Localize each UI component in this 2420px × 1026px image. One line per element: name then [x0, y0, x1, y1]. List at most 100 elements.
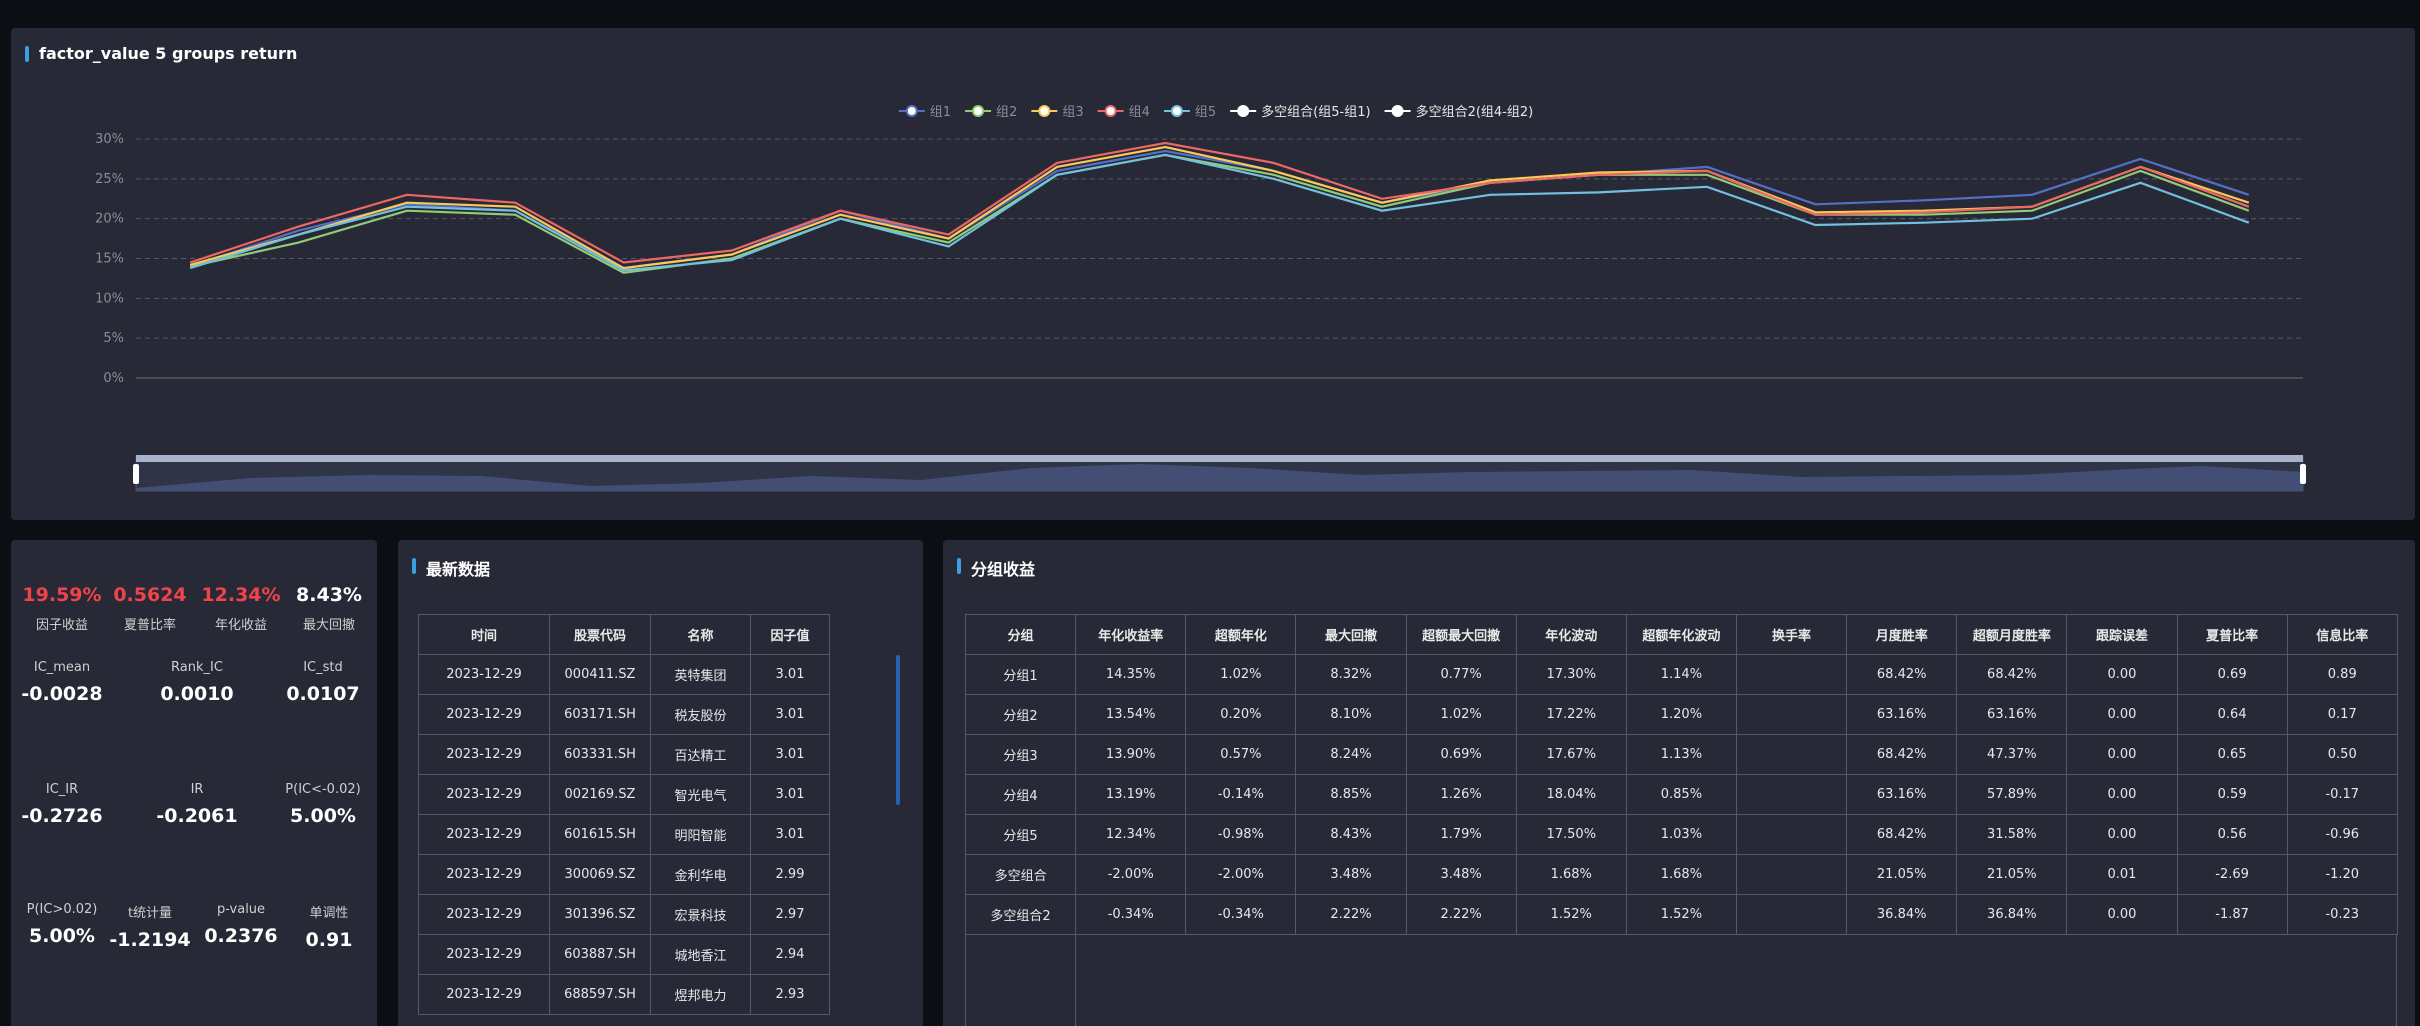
cell: -2.00%: [1185, 854, 1297, 895]
cell: 8.85%: [1295, 774, 1407, 815]
cell: [1735, 654, 1848, 695]
header-cell: 年化波动: [1515, 614, 1627, 655]
legend-item[interactable]: 组3: [1031, 105, 1084, 120]
row: 2023-12-29 601615.SH 明阳智能 3.01: [418, 814, 911, 855]
cell: 明阳智能: [650, 814, 751, 855]
legend-label: 组4: [1129, 105, 1150, 120]
stat-label: 最大回撤: [302, 618, 356, 633]
cell: 分组1: [964, 654, 1077, 695]
cell: 12.34%: [1075, 814, 1187, 855]
scrollbar[interactable]: [896, 655, 900, 805]
legend-item[interactable]: 组5: [1163, 105, 1216, 120]
cell: 63.16%: [1956, 694, 2068, 735]
cell: 13.19%: [1075, 774, 1187, 815]
cell: 17.22%: [1515, 694, 1627, 735]
cell: [1735, 774, 1848, 815]
cell: 603887.SH: [549, 934, 651, 975]
cell: 601615.SH: [549, 814, 651, 855]
cell: 1.14%: [1625, 654, 1737, 695]
cell: 000411.SZ: [549, 654, 651, 695]
legend-item[interactable]: 组4: [1097, 105, 1150, 120]
legend-item[interactable]: 组2: [965, 105, 1017, 120]
y-tick-label: 10%: [95, 291, 124, 306]
legend-label: 多空组合(组5-组1): [1261, 104, 1370, 120]
stat-value: 19.59%: [22, 584, 102, 606]
cell: 2023-12-29: [418, 814, 550, 855]
cell: 2023-12-29: [418, 734, 550, 775]
cell: 智光电气: [650, 774, 751, 815]
cell: -1.20: [2286, 854, 2398, 895]
cell: 0.85%: [1625, 774, 1737, 815]
cell: 0.64: [2176, 694, 2288, 735]
cell: 0.17: [2286, 694, 2398, 735]
cell: 煜邦电力: [650, 974, 751, 1015]
stat-label: 夏普比率: [123, 618, 177, 633]
groups-table: 分组 年化收益率 超额年化 最大回撤 超额最大回撤 年化波动 超额年化波动 换手率 月度胜率 超额…: [964, 614, 2398, 935]
cell: 0.65: [2176, 734, 2288, 775]
stat: Rank_IC 0.0010: [160, 660, 233, 705]
cell: 0.01: [2066, 854, 2178, 895]
stat-label: t统计量: [127, 906, 173, 921]
row: 2023-12-29 603171.SH 税友股份 3.01: [418, 694, 911, 735]
latest-panel: 最新数据 时间 股票代码 名称 因子值 2023-12-29 000411.SZ 英特集团 3…: [398, 540, 923, 1026]
legend-label: 组1: [930, 105, 951, 120]
filler: [830, 615, 911, 655]
chart: 0% 5% 10% 15% 20% 25% 30% 组1 组2 组3 组4 组5 多空组合(组5-组1)…: [95, 104, 2306, 492]
cell: 3.48%: [1295, 854, 1407, 895]
row: 分组5 12.34% -0.98% 8.43% 1.79% 17.50% 1.03% 68.4…: [964, 814, 2398, 855]
filler: [830, 815, 911, 855]
cell: -0.96: [2286, 814, 2398, 855]
zoom-handle[interactable]: [2300, 464, 2306, 484]
stat: IR -0.2061: [156, 782, 237, 827]
cell: 8.24%: [1295, 734, 1407, 775]
stat: p-value 0.2376: [204, 902, 277, 947]
legend-item[interactable]: 组1: [898, 105, 951, 120]
cell: 0.57%: [1185, 734, 1297, 775]
cell: 3.01: [750, 654, 830, 695]
cell: 47.37%: [1956, 734, 2068, 775]
cell: 17.30%: [1515, 654, 1627, 695]
cell: 1.52%: [1625, 894, 1737, 935]
cell: [1735, 814, 1848, 855]
stat-label: IC_mean: [33, 660, 91, 675]
cell: 金利华电: [650, 854, 751, 895]
cell: 2023-12-29: [418, 774, 550, 815]
row: 2023-12-29 002169.SZ 智光电气 3.01: [418, 774, 911, 815]
cell: 603171.SH: [549, 694, 651, 735]
header-cell: 名称: [650, 614, 751, 655]
cell: [1735, 854, 1848, 895]
stat-value: 5.00%: [29, 925, 95, 947]
cell: -0.34%: [1185, 894, 1297, 935]
y-tick-label: 30%: [95, 132, 124, 147]
row: 多空组合 -2.00% -2.00% 3.48% 3.48% 1.68% 1.68% 21.0…: [964, 854, 2398, 895]
legend-item[interactable]: 多空组合2(组4-组2): [1384, 104, 1534, 120]
cell: -2.00%: [1075, 854, 1187, 895]
stat-label: Rank_IC: [171, 660, 223, 675]
zoom-handle[interactable]: [133, 464, 139, 484]
legend-icon: [1038, 105, 1051, 117]
stat-label: IC_IR: [45, 782, 79, 797]
cell: 8.32%: [1295, 654, 1407, 695]
cell: 68.42%: [1956, 654, 2068, 695]
header-cell: 超额月度胜率: [1956, 614, 2068, 655]
row: 2023-12-29 300069.SZ 金利华电 2.99: [418, 854, 911, 895]
cell: 1.02%: [1405, 694, 1517, 735]
cell: 68.42%: [1846, 734, 1958, 775]
cell: 21.05%: [1956, 854, 2068, 895]
legend-label: 多空组合2(组4-组2): [1416, 104, 1534, 120]
zoom-bar: [136, 455, 2303, 462]
cell: 0.69: [2176, 654, 2288, 695]
legend-icon: [1104, 105, 1117, 117]
filler: [830, 975, 911, 1015]
legend-item[interactable]: 多空组合(组5-组1): [1230, 104, 1371, 120]
stat: 19.59% 因子收益: [22, 584, 101, 633]
cell: 0.00: [2066, 814, 2178, 855]
cell: 688597.SH: [549, 974, 651, 1015]
cell: 2.94: [750, 934, 830, 975]
stat-value: -0.2061: [156, 805, 238, 827]
cell: 2.93: [750, 974, 830, 1015]
data-zoom[interactable]: [133, 455, 2306, 492]
cell: 0.00: [2066, 774, 2178, 815]
cell: 57.89%: [1956, 774, 2068, 815]
stat-value: -0.0028: [21, 683, 103, 705]
